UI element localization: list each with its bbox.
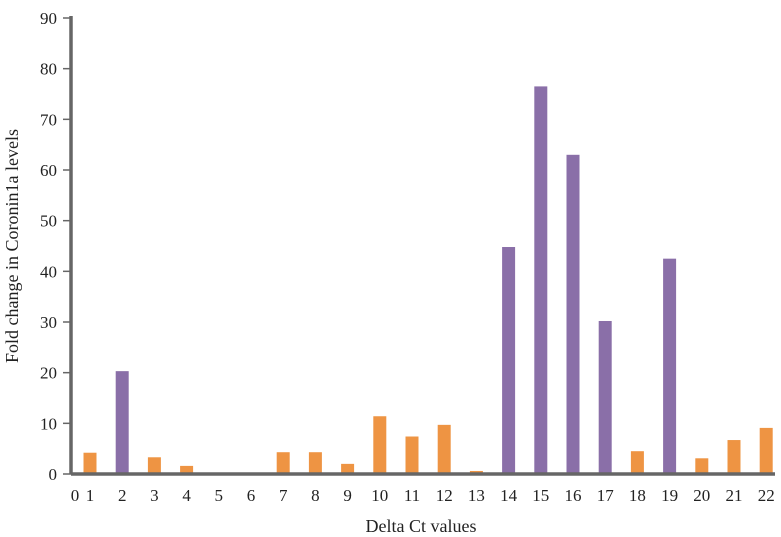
x-tick-label: 16 [565,486,582,505]
x-tick-label: 4 [182,486,191,505]
y-tick-label: 90 [40,9,57,28]
y-tick-label: 60 [40,161,57,180]
bar-9 [341,463,355,473]
bar-14 [502,247,516,473]
y-tick-label: 30 [40,313,57,332]
bar-19 [663,258,677,473]
x-tick-label: 13 [468,486,485,505]
x-tick-label: 20 [693,486,710,505]
bar-20 [695,458,709,473]
x-tick-label: 15 [532,486,549,505]
y-tick-label: 10 [40,414,57,433]
bar-15 [534,86,548,474]
x-tick-label: 6 [247,486,256,505]
bar-22 [759,427,773,473]
x-tick-label: 21 [726,486,743,505]
bar-1 [83,452,97,473]
y-axis: 0 10 20 30 40 50 60 70 80 90 [40,9,73,484]
x-tick-label: 9 [343,486,352,505]
bar-12 [437,424,451,473]
x-tick-label: 14 [500,486,518,505]
x-origin-label: 0 [71,486,80,505]
x-tick-label: 8 [311,486,320,505]
x-tick-label: 17 [597,486,615,505]
bar-7 [276,452,290,473]
bar-4 [180,465,194,473]
x-tick-label: 18 [629,486,646,505]
bars [83,86,773,474]
y-tick-label: 70 [40,110,57,129]
x-tick-label: 2 [118,486,127,505]
x-tick-label: 3 [150,486,159,505]
bar-10 [373,416,387,473]
y-tick-label: 20 [40,364,57,383]
bar-18 [630,451,644,473]
x-tick-label: 5 [215,486,224,505]
bar-13 [469,470,483,473]
y-tick-label: 50 [40,212,57,231]
bar-3 [147,457,161,473]
y-axis-title: Fold change in Coronin1a levels [2,129,22,363]
x-tick-label: 11 [404,486,420,505]
y-tick-label: 40 [40,262,57,281]
x-tick-label: 1 [86,486,95,505]
bar-17 [598,320,612,473]
bar-8 [308,452,322,473]
y-tick-label: 0 [49,465,58,484]
x-tick-label: 7 [279,486,288,505]
x-tick-label: 22 [758,486,775,505]
x-axis-title: Delta Ct values [366,516,477,536]
y-tick-label: 80 [40,60,57,79]
bar-16 [566,154,580,474]
bar-2 [115,371,129,473]
x-tick-label: 19 [661,486,678,505]
x-tick-label: 12 [436,486,453,505]
x-axis: 0 1 2 3 4 5 6 7 8 9 10 11 12 13 14 15 16 17 18 19 20 21 22 [71,472,775,505]
bar-11 [405,436,419,473]
bar-21 [727,440,741,473]
x-tick-label: 10 [371,486,388,505]
